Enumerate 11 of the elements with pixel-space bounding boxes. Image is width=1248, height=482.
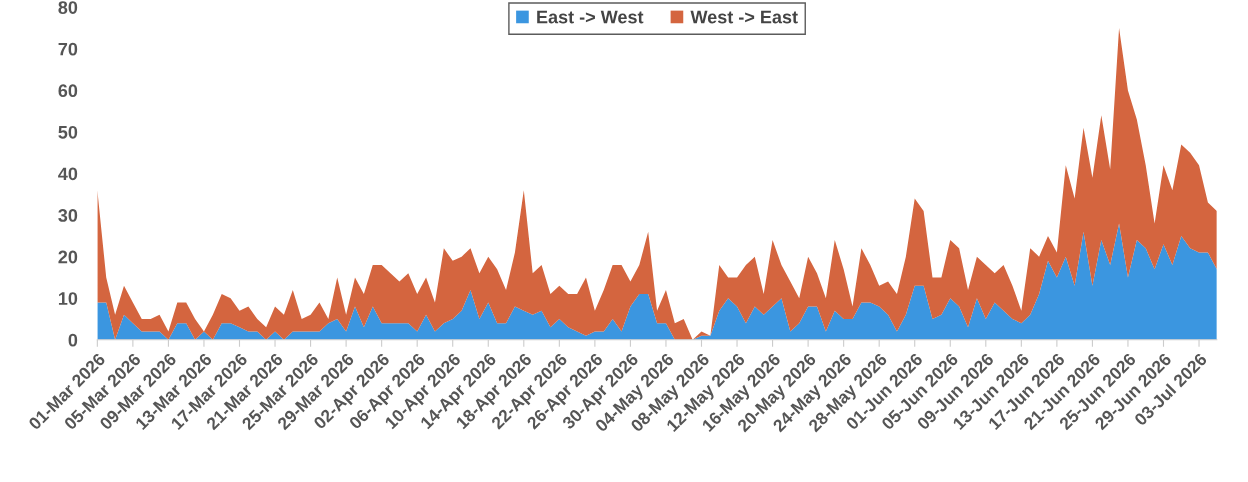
y-tick-label: 50 xyxy=(58,125,78,139)
y-tick-label: 80 xyxy=(58,1,78,14)
y-tick-label: 0 xyxy=(68,333,78,347)
y-tick-label: 60 xyxy=(58,84,78,98)
y-tick-label: 40 xyxy=(58,167,78,181)
legend-label: East -> West xyxy=(537,10,644,24)
y-tick-label: 20 xyxy=(58,250,78,264)
y-tick-label: 10 xyxy=(58,292,78,305)
y-tick-label: 30 xyxy=(58,209,78,222)
legend-label: West -> East xyxy=(690,10,798,24)
y-tick-label: 70 xyxy=(58,42,78,56)
